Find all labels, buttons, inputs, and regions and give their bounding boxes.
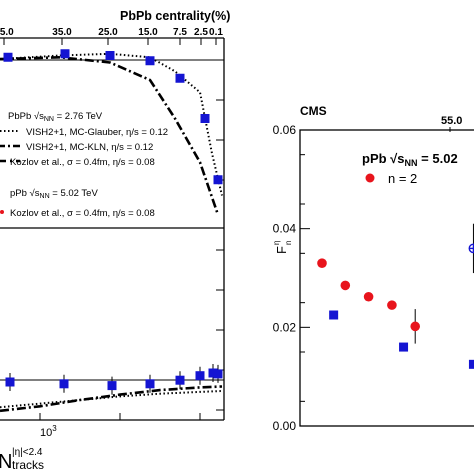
lower-data-points xyxy=(5,364,223,395)
svg-text:η: η xyxy=(272,241,281,245)
red-circle-marker xyxy=(340,280,351,291)
y-tick-label: 0.02 xyxy=(273,320,297,334)
blue-square-marker xyxy=(195,371,205,381)
legend-kln: VISH2+1, MC-KLN, η/s = 0.12 xyxy=(26,142,153,153)
blue-square-marker xyxy=(399,342,409,352)
right-top-tick-label: 55.0 xyxy=(441,115,462,127)
red-circle-marker xyxy=(363,291,374,302)
svg-text:F: F xyxy=(274,246,289,254)
x-axis-label-sub: tracks xyxy=(12,458,44,472)
top-tick-label: 15.0 xyxy=(138,27,158,38)
x-axis-label: N xyxy=(0,451,12,473)
blue-square-marker xyxy=(3,52,13,62)
top-tick-label: 25.0 xyxy=(98,27,118,38)
svg-text:n: n xyxy=(284,241,293,245)
top-axis-title: PbPb centrality(%) xyxy=(120,9,230,23)
legend-pbpb-header: PbPb √sNN = 2.76 TeV xyxy=(8,111,103,123)
lower-glauber-curve xyxy=(0,390,223,409)
blue-square-marker xyxy=(105,51,115,60)
legend-kozlov-pbpb: Kozlov et al., σ = 0.4fm, η/s = 0.08 xyxy=(10,157,155,168)
left-lower-frame xyxy=(0,227,225,421)
blue-square-marker xyxy=(213,175,223,185)
top-tick-label: 0.1 xyxy=(209,27,223,38)
top-tick-label: 35.0 xyxy=(52,27,72,38)
legend-ppb-header: pPb √sNN = 5.02 TeV xyxy=(10,188,98,200)
left-upper-frame xyxy=(0,37,225,228)
right-system-label: pPb √sNN = 5.02 xyxy=(362,151,458,168)
red-circle-marker xyxy=(387,300,397,310)
x-axis-label-sup: |η|<2.4 xyxy=(12,447,43,458)
blue-square-marker xyxy=(213,369,223,379)
legend-glauber: VISH2+1, MC-Glauber, η/s = 0.12 xyxy=(26,127,168,138)
blue-square-marker xyxy=(107,381,117,391)
legend-red-marker xyxy=(0,210,4,214)
blue-square-marker xyxy=(5,377,15,387)
experiment-label: CMS xyxy=(300,104,327,118)
upper-glauber-curve xyxy=(0,52,223,196)
blue-square-marker xyxy=(145,56,155,66)
y-tick-label: 0.06 xyxy=(273,123,297,137)
blue-square-marker xyxy=(59,379,69,389)
red-circle-marker xyxy=(317,258,327,269)
legend-kozlov-ppb: Kozlov et al., σ = 0.4fm, η/s = 0.08 xyxy=(10,208,155,219)
right-panel-frame xyxy=(299,129,474,427)
top-axis-ticks: 45.0 35.0 25.0 15.0 7.5 2.50.1 xyxy=(0,27,223,45)
right-y-axis-ticks: 0.00 0.02 0.04 0.06 xyxy=(273,123,310,433)
blue-square-marker xyxy=(468,359,474,369)
right-legend-n2: n = 2 xyxy=(388,171,417,186)
x-tick-label: 103 xyxy=(40,424,57,439)
right-legend-red-marker xyxy=(365,173,375,183)
top-tick-label: 2.5 xyxy=(194,27,208,38)
right-y-axis-label: F η n xyxy=(272,241,293,254)
blue-square-marker xyxy=(175,375,185,385)
blue-square-marker xyxy=(145,379,155,389)
top-tick-label: 45.0 xyxy=(0,27,14,38)
top-tick-label: 7.5 xyxy=(173,27,187,38)
blue-square-marker xyxy=(60,49,70,59)
upper-kln-curve xyxy=(0,55,220,216)
lower-kln-curve xyxy=(0,385,223,413)
red-circle-marker xyxy=(410,321,421,332)
upper-data-points xyxy=(3,49,223,185)
blue-square-marker xyxy=(200,114,210,123)
right-data-points xyxy=(317,223,474,369)
blue-square-marker xyxy=(175,73,185,83)
y-tick-label: 0.04 xyxy=(273,222,297,236)
legend: PbPb √sNN = 2.76 TeV VISH2+1, MC-Glauber… xyxy=(0,111,168,219)
blue-square-marker xyxy=(208,368,218,378)
blue-square-marker xyxy=(329,310,339,320)
y-tick-label: 0.00 xyxy=(273,419,297,433)
